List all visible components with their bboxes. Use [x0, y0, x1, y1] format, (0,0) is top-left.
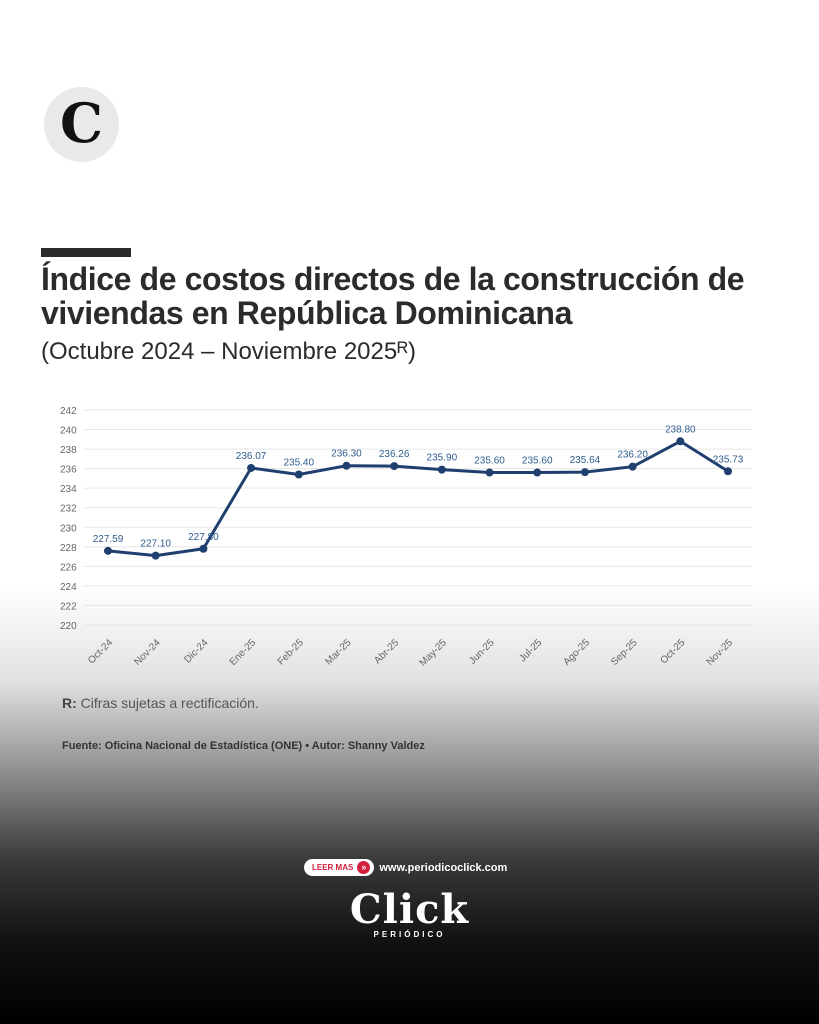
data-point: [104, 546, 112, 555]
data-point: [724, 467, 732, 476]
x-tick-label: Ene-25: [228, 637, 259, 668]
title-accent-rule: [41, 248, 131, 257]
data-point: [342, 461, 351, 470]
data-label: 238.80: [665, 424, 696, 435]
read-more-button[interactable]: LEER MAS »: [304, 859, 375, 876]
logo-letter: C: [60, 90, 103, 155]
x-tick-label: Mar-25: [323, 637, 353, 667]
data-label: 235.73: [713, 454, 744, 465]
x-tick-label: Dic-24: [182, 637, 211, 666]
data-label: 236.20: [617, 450, 648, 461]
x-tick-label: Jul-25: [517, 637, 544, 664]
x-tick-label: Nov-24: [132, 637, 163, 668]
data-point: [533, 468, 542, 477]
double-chevron-icon: »: [357, 861, 371, 874]
y-tick-label: 228: [60, 543, 77, 554]
data-point: [247, 463, 256, 472]
data-point: [199, 544, 208, 553]
x-tick-label: Oct-24: [86, 637, 115, 666]
chart-title: Índice de costos directos de la construc…: [41, 261, 745, 331]
data-point: [485, 468, 494, 477]
read-more-link[interactable]: LEER MAS » www.periodicoclick.com: [304, 859, 507, 876]
data-label: 235.60: [522, 456, 553, 467]
y-tick-label: 240: [60, 426, 77, 437]
source-credit: Fuente: Oficina Nacional de Estadística …: [62, 740, 425, 752]
y-tick-label: 234: [60, 484, 77, 495]
x-tick-label: Oct-25: [658, 637, 687, 666]
footnote: R: Cifras sujetas a rectificación.: [62, 695, 259, 711]
y-tick-label: 220: [60, 621, 77, 632]
y-tick-label: 236: [60, 465, 77, 476]
brand-wordmark: Click PERIÓDICO: [0, 886, 819, 940]
data-point: [580, 468, 589, 477]
data-point: [390, 462, 399, 471]
data-label: 236.07: [236, 451, 267, 462]
data-label: 235.90: [427, 453, 458, 464]
read-more-label: LEER MAS: [312, 863, 354, 872]
data-label: 235.64: [570, 455, 601, 466]
footnote-label: R:: [62, 695, 77, 711]
data-label: 227.80: [188, 532, 219, 543]
x-tick-label: Sep-25: [609, 637, 640, 668]
data-point: [437, 465, 446, 474]
brand-subtitle: PERIÓDICO: [373, 930, 446, 939]
y-tick-label: 242: [60, 406, 77, 417]
x-tick-label: Nov-25: [705, 637, 736, 668]
data-label: 236.26: [379, 449, 410, 460]
y-tick-label: 232: [60, 504, 77, 515]
website-url[interactable]: www.periodicoclick.com: [379, 861, 508, 874]
footnote-text: Cifras sujetas a rectificación.: [80, 695, 259, 711]
x-tick-label: May-25: [418, 637, 450, 669]
data-label: 235.60: [474, 456, 505, 467]
brand-logo-badge: C: [44, 87, 119, 162]
x-tick-label: Ago-25: [561, 637, 592, 668]
data-label: 227.10: [140, 539, 171, 550]
x-tick-label: Jun-25: [467, 637, 497, 667]
y-tick-label: 230: [60, 523, 77, 534]
line-chart: 220 222 224 226 228 230 232 234 236 238 240 242 227.…: [60, 406, 752, 669]
data-label: 235.40: [283, 458, 314, 469]
data-point: [676, 437, 685, 446]
y-tick-label: 226: [60, 562, 77, 573]
x-tick-label: Feb-25: [276, 637, 306, 667]
y-tick-label: 224: [60, 582, 77, 593]
y-tick-label: 238: [60, 445, 77, 456]
data-label: 236.30: [331, 449, 362, 460]
chart-subtitle: (Octubre 2024 – Noviembre 2025ᴿ): [41, 338, 417, 365]
y-tick-label: 222: [60, 601, 77, 612]
data-label: 227.59: [93, 534, 124, 545]
x-tick-label: Abr-25: [372, 637, 401, 666]
series-line: [107, 439, 729, 558]
data-point: [628, 462, 637, 471]
brand-name: Click: [349, 886, 470, 933]
data-point: [294, 470, 303, 479]
data-point: [151, 551, 160, 560]
